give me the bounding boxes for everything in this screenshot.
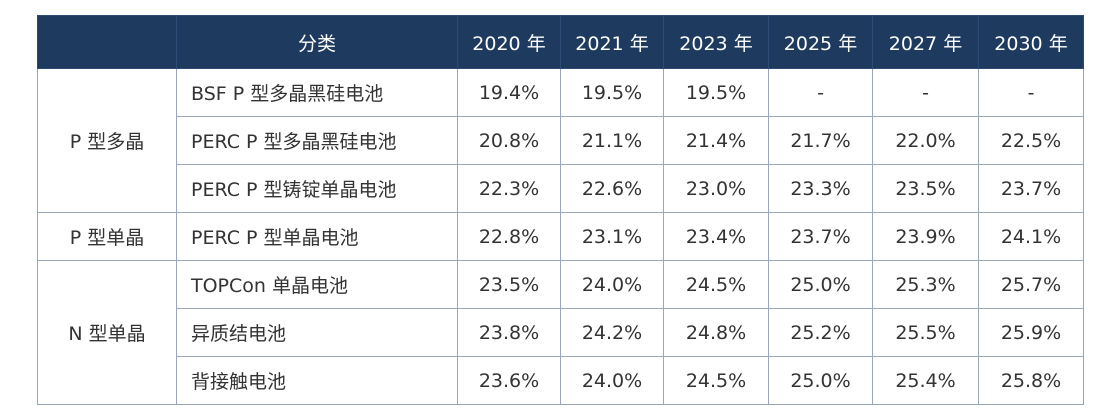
- table-row: P 型单晶 PERC P 型单晶电池 22.8% 23.1% 23.4% 23.7% 23.…: [37, 212, 1084, 261]
- header-cell: 2030 年: [978, 15, 1084, 69]
- value-cell: 22.3%: [457, 164, 561, 213]
- header-cell: 2020 年: [457, 15, 561, 69]
- group-cell: P 型单晶: [37, 212, 177, 261]
- value-cell: 24.0%: [560, 356, 664, 405]
- table-row: P 型多晶 BSF P 型多晶黑硅电池 19.4% 19.5% 19.5% - - -: [37, 68, 1084, 213]
- table-row: N 型单晶 TOPCon 单晶电池 23.5% 24.0% 24.5% 25.0% 25.3…: [37, 260, 1084, 405]
- value-cell: 23.0%: [663, 164, 769, 213]
- value-cell: -: [872, 68, 979, 117]
- value-cell: 21.7%: [768, 116, 873, 165]
- value-cell: 23.5%: [457, 260, 561, 309]
- table-row: PERC P 型铸锭单晶电池 22.3% 22.6% 23.0% 23.3% 23.5% 2…: [38, 164, 1084, 213]
- header-cell: 2027 年: [872, 15, 979, 69]
- group-cell: N 型单晶: [37, 260, 177, 405]
- row-name: PERC P 型铸锭单晶电池: [176, 164, 458, 213]
- value-cell: 25.9%: [978, 308, 1084, 357]
- value-cell: 22.6%: [560, 164, 664, 213]
- header-cell: [37, 15, 177, 69]
- row-name: 异质结电池: [176, 308, 458, 357]
- value-cell: 23.3%: [768, 164, 873, 213]
- header-cell: 2023 年: [663, 15, 769, 69]
- value-cell: 22.0%: [872, 116, 979, 165]
- value-cell: 23.6%: [457, 356, 561, 405]
- row-name: TOPCon 单晶电池: [176, 260, 458, 309]
- data-table: 分类 2020 年 2021 年 2023 年 2025 年 2027 年 2030 年 P…: [37, 15, 1084, 405]
- group-cell: P 型多晶: [37, 68, 177, 213]
- value-cell: 25.8%: [978, 356, 1084, 405]
- value-cell: 25.0%: [768, 356, 873, 405]
- value-cell: 20.8%: [457, 116, 561, 165]
- value-cell: 24.8%: [663, 308, 769, 357]
- value-cell: 23.8%: [457, 308, 561, 357]
- value-cell: 24.0%: [560, 260, 664, 309]
- value-cell: 23.1%: [560, 212, 664, 261]
- value-cell: 23.7%: [768, 212, 873, 261]
- row-name: BSF P 型多晶黑硅电池: [176, 68, 458, 117]
- value-cell: 25.3%: [872, 260, 979, 309]
- value-cell: 24.1%: [978, 212, 1084, 261]
- value-cell: 19.5%: [560, 68, 664, 117]
- header-cell: 2021 年: [560, 15, 664, 69]
- row-name: PERC P 型单晶电池: [176, 212, 458, 261]
- row-name: 背接触电池: [176, 356, 458, 405]
- value-cell: 24.2%: [560, 308, 664, 357]
- value-cell: -: [978, 68, 1084, 117]
- value-cell: 23.9%: [872, 212, 979, 261]
- value-cell: 25.7%: [978, 260, 1084, 309]
- value-cell: 23.4%: [663, 212, 769, 261]
- value-cell: 25.0%: [768, 260, 873, 309]
- value-cell: 22.5%: [978, 116, 1084, 165]
- value-cell: 21.4%: [663, 116, 769, 165]
- value-cell: 25.4%: [872, 356, 979, 405]
- value-cell: 24.5%: [663, 356, 769, 405]
- value-cell: 19.4%: [457, 68, 561, 117]
- table-row: PERC P 型多晶黑硅电池 20.8% 21.1% 21.4% 21.7% 22.0% 2…: [38, 116, 1084, 165]
- table-row: 背接触电池 23.6% 24.0% 24.5% 25.0% 25.4% 25.8%: [38, 356, 1084, 405]
- header-cell: 2025 年: [768, 15, 873, 69]
- value-cell: 24.5%: [663, 260, 769, 309]
- table-row: 异质结电池 23.8% 24.2% 24.8% 25.2% 25.5% 25.9%: [38, 308, 1084, 357]
- value-cell: 23.7%: [978, 164, 1084, 213]
- value-cell: 21.1%: [560, 116, 664, 165]
- value-cell: 23.5%: [872, 164, 979, 213]
- value-cell: 25.5%: [872, 308, 979, 357]
- header-row: 分类 2020 年 2021 年 2023 年 2025 年 2027 年 2030 年: [37, 15, 1084, 69]
- value-cell: -: [768, 68, 873, 117]
- row-name: PERC P 型多晶黑硅电池: [176, 116, 458, 165]
- value-cell: 19.5%: [663, 68, 769, 117]
- value-cell: 25.2%: [768, 308, 873, 357]
- value-cell: 22.8%: [457, 212, 561, 261]
- header-cell: 分类: [176, 15, 458, 69]
- table-body: P 型多晶 BSF P 型多晶黑硅电池 19.4% 19.5% 19.5% - - - PERC…: [37, 68, 1084, 405]
